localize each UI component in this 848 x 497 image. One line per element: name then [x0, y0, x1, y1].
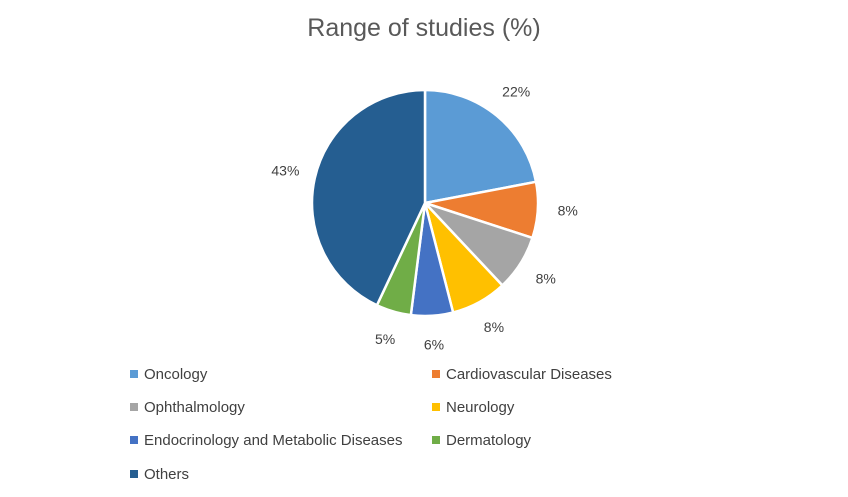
legend-item-dermatology: Dermatology	[432, 428, 531, 452]
legend-label-dermatology: Dermatology	[446, 431, 532, 449]
data-label-others: 43%	[271, 163, 299, 179]
legend-swatch-neurology	[432, 403, 440, 411]
legend-item-oncology: Oncology	[130, 362, 207, 386]
legend-item-endocrinology: Endocrinology and Metabolic Diseases	[130, 428, 402, 452]
legend-swatch-others	[130, 470, 138, 478]
data-label-endocrinology: 6%	[424, 336, 444, 352]
data-label-ophthalmology: 8%	[536, 270, 556, 286]
legend-item-neurology: Neurology	[432, 395, 514, 419]
legend-swatch-oncology	[130, 370, 138, 378]
legend-label-neurology: Neurology	[446, 398, 515, 416]
legend-item-ophthalmology: Ophthalmology	[130, 395, 245, 419]
legend-item-others: Others	[130, 462, 189, 486]
legend-label-oncology: Oncology	[144, 365, 208, 383]
pie-slice-others	[310, 88, 427, 307]
legend-label-ophthalmology: Ophthalmology	[144, 398, 245, 416]
data-label-oncology: 22%	[502, 84, 530, 100]
pie-slice-oncology	[423, 88, 538, 205]
legend-item-cardiovascular-diseases: Cardiovascular Diseases	[432, 362, 612, 386]
legend-label-endocrinology: Endocrinology and Metabolic Diseases	[144, 431, 403, 449]
data-label-cardiovascular-diseases: 8%	[558, 203, 578, 219]
legend-swatch-endocrinology	[130, 436, 138, 444]
data-label-dermatology: 5%	[375, 331, 395, 347]
pie-plot-area: 22% 8% 8% 8% 6% 5% 43%	[271, 84, 578, 353]
legend-swatch-ophthalmology	[130, 403, 138, 411]
data-label-neurology: 8%	[484, 319, 504, 335]
legend-swatch-dermatology	[432, 436, 440, 444]
legend-label-others: Others	[144, 465, 190, 483]
legend-label-cardiovascular-diseases: Cardiovascular Diseases	[446, 365, 612, 383]
legend-swatch-cardiovascular-diseases	[432, 370, 440, 378]
chart-title: Range of studies (%)	[307, 14, 541, 42]
